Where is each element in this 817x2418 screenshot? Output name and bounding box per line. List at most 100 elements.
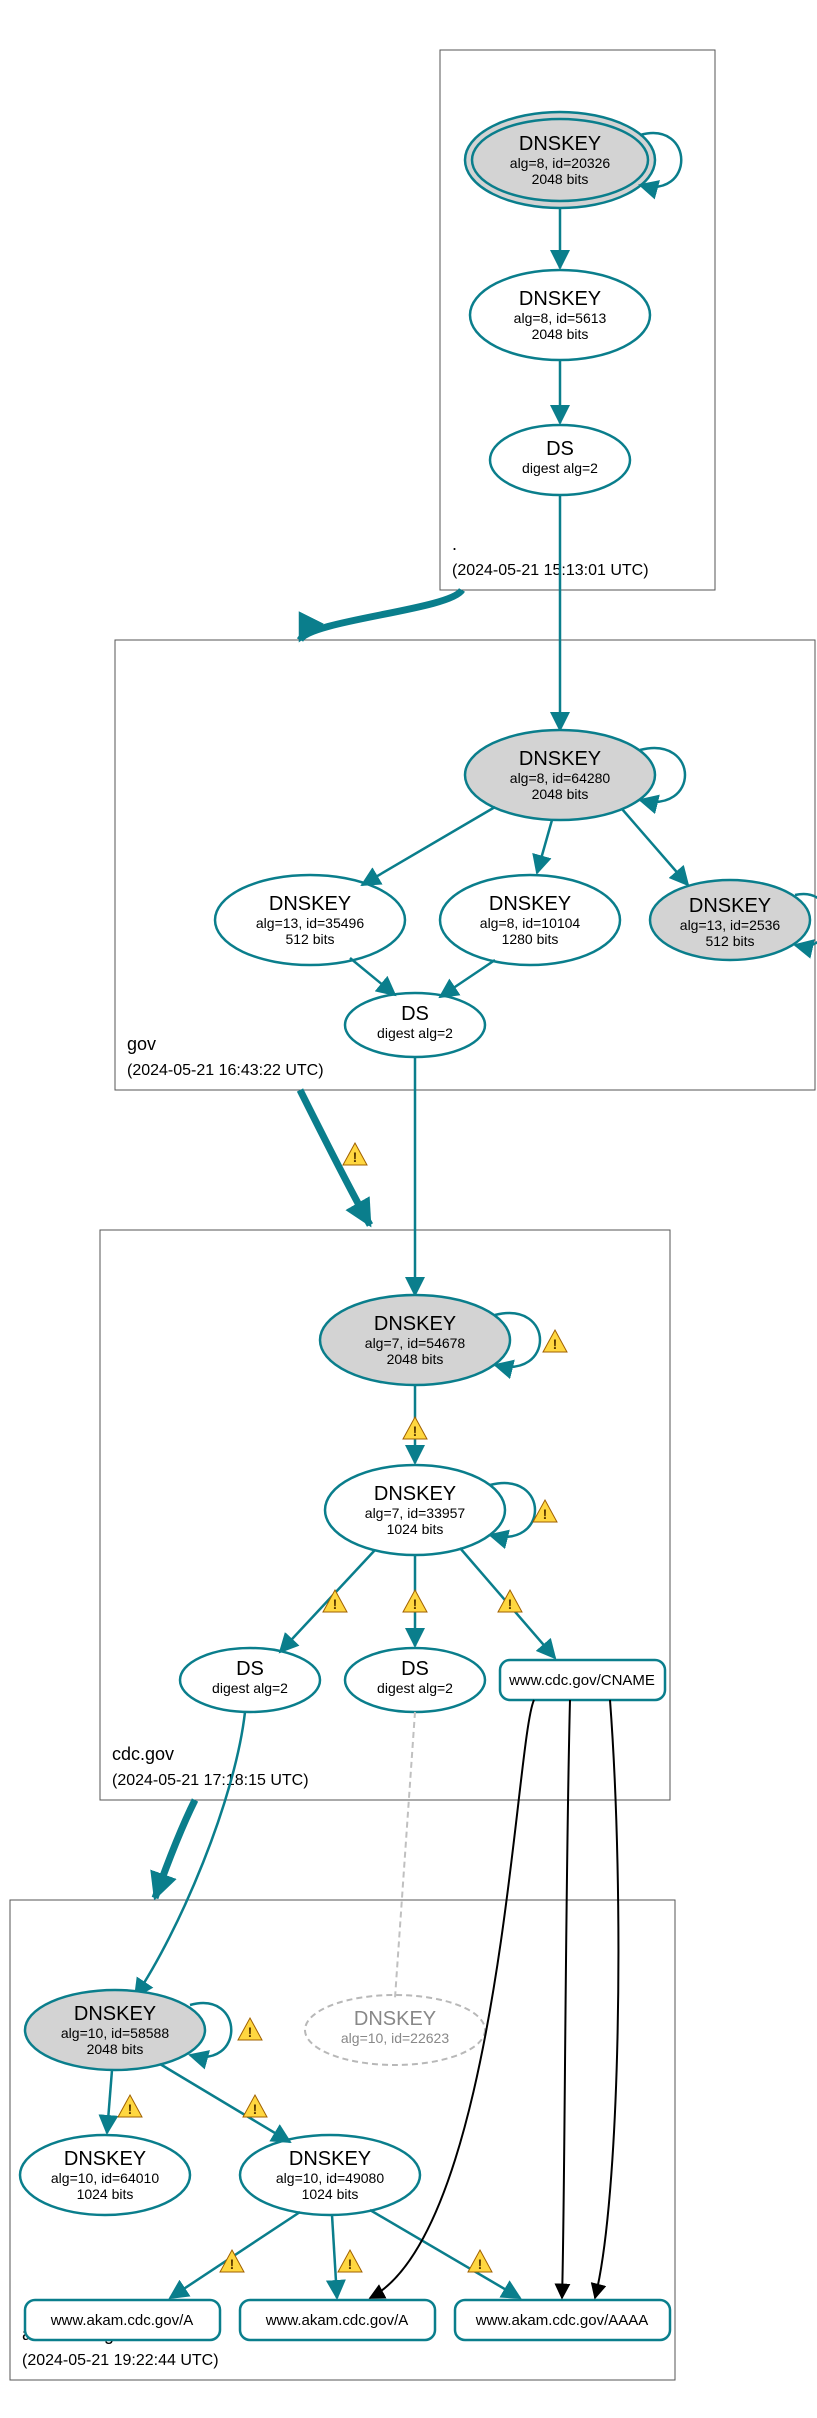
node-akam-ghost: DNSKEY alg=10, id=22623 xyxy=(305,1995,485,2065)
svg-text:1024 bits: 1024 bits xyxy=(302,2186,359,2202)
svg-text:!: ! xyxy=(230,2256,235,2272)
svg-text:digest alg=2: digest alg=2 xyxy=(377,1025,453,1041)
svg-text:!: ! xyxy=(128,2101,133,2117)
warn-akam-z2-aaaa: ! xyxy=(468,2250,492,2272)
edge-gov-ksk-z1 xyxy=(362,807,495,885)
svg-text:alg=13, id=35496: alg=13, id=35496 xyxy=(256,915,364,931)
svg-text:!: ! xyxy=(248,2024,253,2040)
svg-text:alg=10, id=64010: alg=10, id=64010 xyxy=(51,2170,159,2186)
svg-text:2048 bits: 2048 bits xyxy=(87,2041,144,2057)
zone-label-cdc: cdc.gov xyxy=(112,1744,174,1764)
svg-text:2048 bits: 2048 bits xyxy=(532,171,589,187)
dnssec-chain-diagram: . (2024-05-21 15:13:01 UTC) gov (2024-05… xyxy=(0,0,817,2418)
svg-text:DNSKEY: DNSKEY xyxy=(354,2008,436,2030)
svg-text:alg=8, id=64280: alg=8, id=64280 xyxy=(510,770,611,786)
svg-text:www.akam.cdc.gov/A: www.akam.cdc.gov/A xyxy=(50,2312,194,2329)
node-akam-a2: www.akam.cdc.gov/A xyxy=(240,2300,435,2340)
node-cdc-cname: www.cdc.gov/CNAME xyxy=(500,1660,665,1700)
svg-text:www.akam.cdc.gov/A: www.akam.cdc.gov/A xyxy=(265,2312,409,2329)
svg-text:512 bits: 512 bits xyxy=(285,931,334,947)
svg-text:DNSKEY: DNSKEY xyxy=(74,2003,156,2025)
svg-text:digest alg=2: digest alg=2 xyxy=(212,1680,288,1696)
svg-text:alg=8, id=10104: alg=8, id=10104 xyxy=(480,915,581,931)
node-cdc-zsk: DNSKEY alg=7, id=33957 1024 bits xyxy=(325,1465,505,1555)
svg-text:alg=10, id=49080: alg=10, id=49080 xyxy=(276,2170,384,2186)
warn-cdc-zsk-cname: ! xyxy=(498,1590,522,1612)
edge-zone-root-gov xyxy=(300,590,462,640)
svg-text:!: ! xyxy=(553,1336,558,1352)
warn-cdc-ksk-zsk: ! xyxy=(403,1417,427,1439)
svg-text:alg=8, id=5613: alg=8, id=5613 xyxy=(514,310,607,326)
svg-text:DNSKEY: DNSKEY xyxy=(64,2148,146,2170)
svg-text:1280 bits: 1280 bits xyxy=(502,931,559,947)
node-cdc-ds1: DS digest alg=2 xyxy=(180,1648,320,1712)
node-gov-ds: DS digest alg=2 xyxy=(345,993,485,1057)
edge-gov-ksk-z3 xyxy=(622,809,688,885)
node-cdc-ds2: DS digest alg=2 xyxy=(345,1648,485,1712)
svg-text:www.akam.cdc.gov/AAAA: www.akam.cdc.gov/AAAA xyxy=(475,2312,649,2329)
svg-text:alg=7, id=54678: alg=7, id=54678 xyxy=(365,1335,466,1351)
zone-label-gov: gov xyxy=(127,1034,156,1054)
zone-label-root: . xyxy=(452,534,457,554)
edge-gov-z1-ds xyxy=(350,958,395,995)
svg-text:digest alg=2: digest alg=2 xyxy=(522,460,598,476)
warn-zone-gov-cdc: ! xyxy=(343,1143,367,1165)
svg-text:2048 bits: 2048 bits xyxy=(532,326,589,342)
svg-text:www.cdc.gov/CNAME: www.cdc.gov/CNAME xyxy=(508,1672,655,1689)
node-akam-aaaa: www.akam.cdc.gov/AAAA xyxy=(455,2300,670,2340)
svg-text:alg=10, id=58588: alg=10, id=58588 xyxy=(61,2025,169,2041)
svg-text:!: ! xyxy=(478,2256,483,2272)
svg-text:1024 bits: 1024 bits xyxy=(77,2186,134,2202)
svg-text:DNSKEY: DNSKEY xyxy=(269,893,351,915)
node-root-ds: DS digest alg=2 xyxy=(490,425,630,495)
edge-zone-cdc-akam xyxy=(155,1800,195,1898)
svg-text:DNSKEY: DNSKEY xyxy=(519,133,601,155)
svg-text:2048 bits: 2048 bits xyxy=(387,1351,444,1367)
warn-akam-z2: ! xyxy=(243,2095,267,2117)
edge-akam-z2-a2 xyxy=(332,2215,337,2298)
zone-date-cdc: (2024-05-21 17:18:15 UTC) xyxy=(112,1772,309,1789)
node-akam-a1: www.akam.cdc.gov/A xyxy=(25,2300,220,2340)
warn-cdc-zsk-self: ! xyxy=(533,1500,557,1522)
svg-text:DS: DS xyxy=(546,438,574,460)
edge-cname-a2 xyxy=(370,1700,534,2298)
edge-cname-aaaa-2 xyxy=(595,1700,618,2298)
svg-text:DNSKEY: DNSKEY xyxy=(519,288,601,310)
zone-date-root: (2024-05-21 15:13:01 UTC) xyxy=(452,562,649,579)
svg-text:DNSKEY: DNSKEY xyxy=(689,895,771,917)
svg-text:!: ! xyxy=(333,1596,338,1612)
svg-text:DNSKEY: DNSKEY xyxy=(519,748,601,770)
svg-text:DS: DS xyxy=(401,1003,429,1025)
edge-akam-z2-aaaa xyxy=(370,2210,520,2298)
svg-text:!: ! xyxy=(348,2256,353,2272)
node-cdc-ksk: DNSKEY alg=7, id=54678 2048 bits xyxy=(320,1295,510,1385)
node-root-ksk: DNSKEY alg=8, id=20326 2048 bits xyxy=(465,112,655,208)
svg-text:DS: DS xyxy=(401,1658,429,1680)
edge-cname-aaaa-1 xyxy=(562,1700,570,2298)
svg-text:DNSKEY: DNSKEY xyxy=(289,2148,371,2170)
edge-gov-z2-ds xyxy=(440,960,495,997)
warn-cdc-ksk-self: ! xyxy=(543,1330,567,1352)
warn-cdc-zsk-ds2: ! xyxy=(403,1590,427,1612)
svg-text:DNSKEY: DNSKEY xyxy=(489,893,571,915)
warn-akam-ksk-self: ! xyxy=(238,2018,262,2040)
svg-text:DS: DS xyxy=(236,1658,264,1680)
svg-text:alg=8, id=20326: alg=8, id=20326 xyxy=(510,155,611,171)
node-gov-z1: DNSKEY alg=13, id=35496 512 bits xyxy=(215,875,405,965)
node-root-zsk: DNSKEY alg=8, id=5613 2048 bits xyxy=(470,270,650,360)
warn-akam-z1: ! xyxy=(118,2095,142,2117)
svg-text:alg=10, id=22623: alg=10, id=22623 xyxy=(341,2030,449,2046)
edge-cdc-zsk-ds1 xyxy=(280,1550,375,1652)
edge-gov-ksk-z2 xyxy=(537,820,552,873)
svg-text:!: ! xyxy=(353,1149,358,1165)
edge-cdc-ds2-akam-ghost xyxy=(395,1712,415,1998)
node-gov-z3: DNSKEY alg=13, id=2536 512 bits xyxy=(650,880,810,960)
svg-text:digest alg=2: digest alg=2 xyxy=(377,1680,453,1696)
zone-date-gov: (2024-05-21 16:43:22 UTC) xyxy=(127,1062,324,1079)
svg-text:!: ! xyxy=(413,1596,418,1612)
node-akam-ksk: DNSKEY alg=10, id=58588 2048 bits xyxy=(25,1990,205,2070)
svg-text:1024 bits: 1024 bits xyxy=(387,1521,444,1537)
edge-akam-ksk-z1 xyxy=(107,2070,112,2133)
zone-date-akam: (2024-05-21 19:22:44 UTC) xyxy=(22,2352,219,2369)
node-gov-z2: DNSKEY alg=8, id=10104 1280 bits xyxy=(440,875,620,965)
